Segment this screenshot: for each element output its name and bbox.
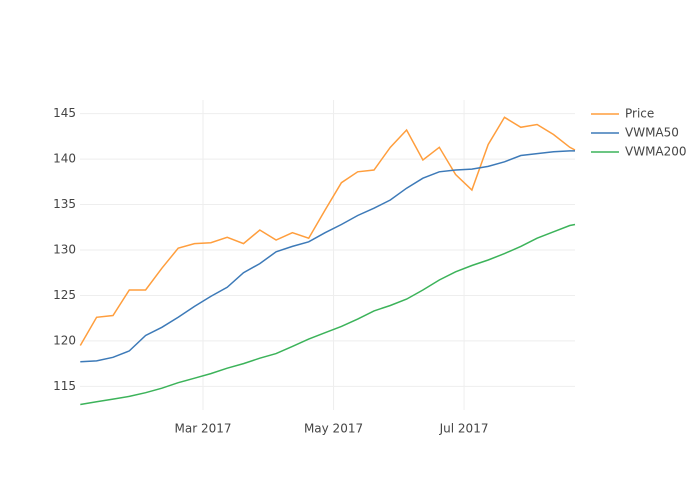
- series-line: [80, 150, 575, 363]
- series-line: [79, 116, 576, 346]
- y-tick-label: 120: [53, 333, 76, 347]
- x-tick-label: Mar 2017: [175, 422, 232, 436]
- y-tick-label: 115: [53, 379, 76, 393]
- y-tick-label: 140: [53, 152, 76, 166]
- y-tick-label: 125: [53, 288, 76, 302]
- y-tick-label: 135: [53, 197, 76, 211]
- series-line: [80, 223, 576, 406]
- x-tick-label: May 2017: [304, 422, 363, 436]
- y-tick-label: 130: [53, 243, 76, 257]
- x-tick-label: Jul 2017: [439, 422, 489, 436]
- legend-label: VWMA200: [625, 145, 687, 159]
- y-tick-label: 145: [53, 106, 76, 120]
- legend-label: VWMA50: [625, 126, 679, 140]
- legend-label: Price: [625, 107, 654, 121]
